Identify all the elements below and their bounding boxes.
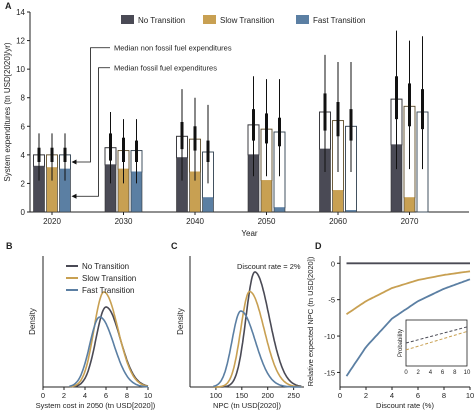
- panel-a-ylabel: System expenditures (tn USD[2020]/yr): [3, 42, 12, 182]
- panel-a-x-tick-label: 2070: [401, 217, 419, 226]
- bar-fossil: [189, 172, 201, 212]
- bar-fossil: [105, 164, 116, 212]
- panel-d-x-tick-label: 6: [416, 391, 420, 400]
- panel-label-b: B: [6, 241, 13, 251]
- bar-fossil: [202, 197, 214, 212]
- panel-d-y-tick-label: -15: [324, 368, 335, 377]
- bar-fossil: [248, 154, 259, 212]
- bar-fossil: [274, 207, 285, 212]
- inset-x-tick-label: 2: [417, 370, 421, 376]
- panel-a-x-tick-label: 2050: [258, 217, 276, 226]
- panel-a-xlabel: Year: [241, 229, 258, 238]
- inset-ylabel: Probability: [398, 329, 404, 357]
- panel-c-x-tick-label: 100: [210, 391, 223, 400]
- density-curve-b: [69, 291, 149, 388]
- panel-c-ylabel: Density: [176, 308, 185, 335]
- panel-a-y-tick-label: 12: [16, 37, 25, 46]
- panel-c-x-tick-label: 150: [236, 391, 249, 400]
- panel-d-x-tick-label: 10: [466, 391, 474, 400]
- bar-fossil: [59, 169, 71, 212]
- bar-fossil: [404, 197, 415, 212]
- panel-a-y-tick-label: 14: [16, 8, 25, 17]
- legend-label: Slow Transition: [220, 16, 274, 25]
- panel-label-c: C: [171, 241, 178, 251]
- annotation-line-fossil: [72, 67, 110, 197]
- annotation-fossil: Median fossil fuel expenditures: [114, 64, 217, 73]
- panel-a-x-tick-label: 2060: [329, 217, 347, 226]
- bar-fossil: [391, 144, 402, 212]
- annotation-arrowhead: [71, 159, 77, 165]
- panel-b-x-tick-label: 8: [125, 391, 129, 400]
- density-curve-b: [69, 316, 149, 388]
- panel-b-x-tick-label: 2: [62, 391, 66, 400]
- panel-a-x-tick-label: 2040: [186, 217, 204, 226]
- panel-c-xlabel: NPC (tn USD[2020]): [213, 401, 281, 410]
- legend-swatch: [296, 15, 309, 24]
- npc-curve-d: [345, 278, 471, 377]
- inset-x-tick-label: 0: [404, 370, 408, 376]
- panel-a-y-tick-label: 4: [21, 151, 26, 160]
- panel-a-y-tick-label: 2: [21, 179, 26, 188]
- annotation-arrowhead: [71, 193, 77, 199]
- bar-fossil: [261, 180, 272, 212]
- panel-b-x-tick-label: 10: [144, 391, 152, 400]
- panel-label-a: A: [5, 1, 12, 11]
- inset-x-tick-label: 6: [441, 370, 445, 376]
- panel-d-y-tick-label: -5: [328, 296, 335, 305]
- bar-fossil: [332, 190, 344, 212]
- panel-b-x-tick-label: 0: [41, 391, 45, 400]
- legend-swatch: [121, 15, 134, 24]
- panel-label-d: D: [315, 241, 322, 251]
- legend-label-b: No Transition: [82, 262, 129, 271]
- annotation-line-non-fossil: [72, 47, 110, 163]
- panel-c-annotation: Discount rate = 2%: [237, 262, 301, 271]
- legend-label: No Transition: [138, 16, 185, 25]
- bar-fossil: [345, 210, 357, 212]
- panel-a-y-tick-label: 0: [21, 208, 26, 217]
- panel-b-x-tick-label: 6: [104, 391, 108, 400]
- panel-b-x-tick-label: 4: [83, 391, 87, 400]
- panel-b-ylabel: Density: [28, 308, 37, 335]
- bar-fossil: [33, 166, 45, 212]
- density-curve-c: [213, 271, 302, 388]
- inset-x-tick-label: 8: [453, 370, 457, 376]
- panel-d-xlabel: Discount rate (%): [376, 401, 434, 410]
- bar-fossil: [118, 169, 129, 212]
- inset-curve: [405, 331, 468, 351]
- bar-fossil: [319, 149, 331, 212]
- panel-d-ylabel: Relative expected NPC (tn USD[2020]): [306, 256, 315, 386]
- inset-x-tick-label: 10: [464, 370, 471, 376]
- legend-label-b: Fast Transition: [82, 286, 134, 295]
- panel-a-y-tick-label: 8: [21, 94, 26, 103]
- bar-fossil: [46, 167, 58, 212]
- annotation-non-fossil: Median non fossil fuel expenditures: [114, 44, 232, 53]
- panel-d-y-tick-label: 0: [331, 259, 335, 268]
- legend-swatch: [203, 15, 216, 24]
- panel-d-x-tick-label: 4: [390, 391, 394, 400]
- bar-fossil: [131, 172, 142, 212]
- legend-label: Fast Transition: [313, 16, 365, 25]
- panel-a-x-tick-label: 2020: [43, 217, 61, 226]
- density-curve-c: [213, 290, 302, 388]
- panel-c-x-tick-label: 200: [261, 391, 274, 400]
- panel-d-x-tick-label: 0: [338, 391, 342, 400]
- inset-frame: [405, 319, 468, 367]
- density-curve-c: [213, 310, 302, 388]
- inset-x-tick-label: 4: [429, 370, 433, 376]
- inset-curve: [405, 326, 468, 344]
- bar-fossil: [176, 157, 188, 212]
- panel-b-xlabel: System cost in 2050 (tn USD[2020]): [36, 401, 156, 410]
- panel-c-x-tick-label: 250: [287, 391, 300, 400]
- panel-d-y-tick-label: -10: [324, 332, 335, 341]
- legend-label-b: Slow Transition: [82, 274, 136, 283]
- panel-a-y-tick-label: 6: [21, 122, 26, 131]
- panel-a-x-tick-label: 2030: [115, 217, 133, 226]
- panel-a-y-tick-label: 10: [16, 65, 25, 74]
- panel-d-x-tick-label: 2: [364, 391, 368, 400]
- npc-curve-d: [346, 270, 471, 315]
- panel-d-x-tick-label: 8: [442, 391, 446, 400]
